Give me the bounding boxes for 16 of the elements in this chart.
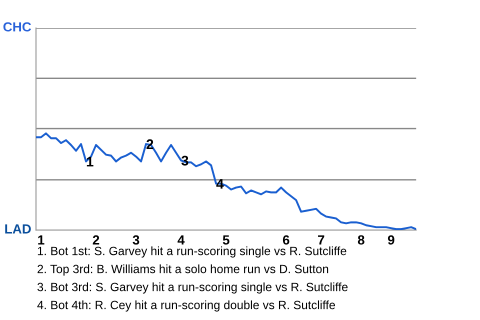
x-tick-label: 1 (38, 235, 44, 245)
x-tick-label: 4 (178, 235, 185, 245)
x-tick-label: 5 (222, 235, 230, 245)
annotation: 1 (86, 156, 94, 166)
x-tick-label: 7 (318, 235, 324, 245)
x-tick-label: 9 (388, 235, 394, 245)
x-tick-label: 3 (132, 235, 140, 245)
text: 3. Bot 3rd: S. Garvey hit a run-scoring single vs R. Sutcliffe (37, 282, 348, 294)
x-tick-label: 2 (92, 235, 100, 245)
x-tick-label: 8 (358, 235, 364, 245)
text: LAD (5, 224, 31, 234)
text: 2. Top 3rd: B. Williams hit a solo home run vs D. Sutton (38, 264, 328, 276)
text: CHC (3, 22, 32, 32)
x-tick-label: 6 (282, 235, 290, 245)
text: 1. Bot 1st: S. Garvey hit a run-scoring single vs R. Sutcliffe (38, 246, 346, 258)
text: 4. Bot 4th: R. Cey hit a run-scoring double vs R. Sutcliffe (37, 300, 336, 312)
